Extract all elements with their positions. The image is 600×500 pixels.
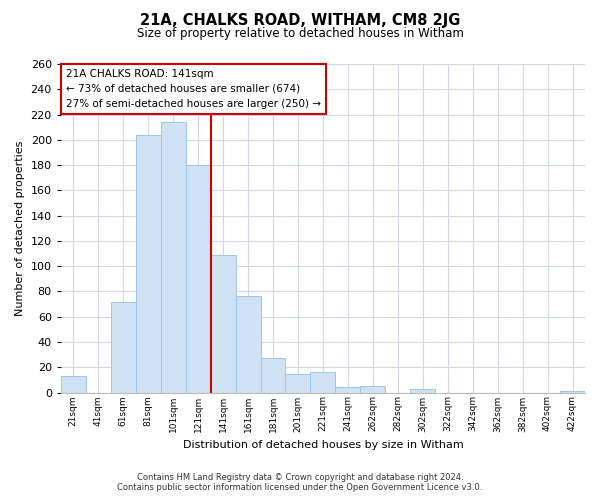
Bar — [111, 302, 136, 392]
Bar — [361, 386, 385, 392]
Bar — [310, 372, 335, 392]
Bar — [185, 165, 211, 392]
Bar — [236, 296, 260, 392]
Bar — [136, 135, 161, 392]
X-axis label: Distribution of detached houses by size in Witham: Distribution of detached houses by size … — [182, 440, 463, 450]
Text: Size of property relative to detached houses in Witham: Size of property relative to detached ho… — [137, 28, 463, 40]
Bar — [335, 388, 361, 392]
Bar — [260, 358, 286, 392]
Bar — [161, 122, 185, 392]
Bar — [211, 255, 236, 392]
Text: Contains HM Land Registry data © Crown copyright and database right 2024.
Contai: Contains HM Land Registry data © Crown c… — [118, 473, 482, 492]
Bar — [61, 376, 86, 392]
Bar — [410, 388, 435, 392]
Y-axis label: Number of detached properties: Number of detached properties — [15, 140, 25, 316]
Text: 21A, CHALKS ROAD, WITHAM, CM8 2JG: 21A, CHALKS ROAD, WITHAM, CM8 2JG — [140, 12, 460, 28]
Bar — [286, 374, 310, 392]
Text: 21A CHALKS ROAD: 141sqm
← 73% of detached houses are smaller (674)
27% of semi-d: 21A CHALKS ROAD: 141sqm ← 73% of detache… — [66, 69, 321, 108]
